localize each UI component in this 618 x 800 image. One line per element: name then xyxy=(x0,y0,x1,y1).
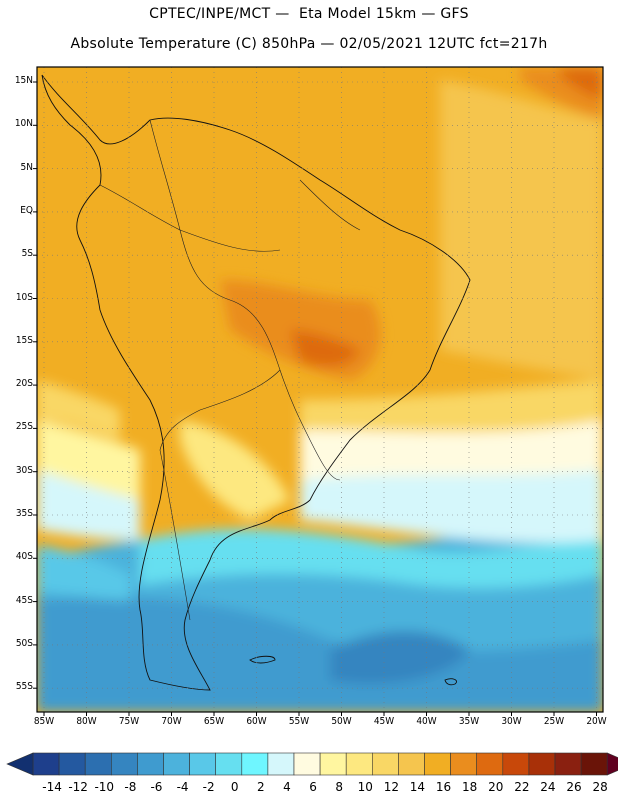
lat-label: 5N xyxy=(20,161,33,173)
colorbar-label: -6 xyxy=(150,780,163,794)
lat-label: 10S xyxy=(15,291,33,303)
colorbar-swatch xyxy=(580,752,608,776)
lon-label: 60W xyxy=(246,716,267,727)
colorbar-swatch xyxy=(189,752,217,776)
colorbar-label: 4 xyxy=(283,780,291,794)
colorbar-label: -14 xyxy=(42,780,62,794)
colorbar-label: -4 xyxy=(176,780,189,794)
colorbar-swatch xyxy=(502,752,530,776)
colorbar-swatch xyxy=(554,752,582,776)
map-frame xyxy=(36,66,604,713)
colorbar-label: 6 xyxy=(309,780,317,794)
lat-label: 40S xyxy=(15,551,33,563)
country-borders xyxy=(99,119,361,621)
colorbar-label: 2 xyxy=(257,780,265,794)
colorbar-swatch xyxy=(58,752,86,776)
colorbar-swatch xyxy=(111,752,138,776)
lat-label: 5S xyxy=(21,248,33,260)
colorbar-label: 8 xyxy=(335,780,343,794)
lat-label: 20S xyxy=(15,378,33,390)
lon-label: 20W xyxy=(586,716,607,727)
lon-label: 65W xyxy=(203,716,225,727)
colorbar-swatch xyxy=(137,752,164,776)
lat-label: 30S xyxy=(15,464,33,476)
lon-label: 55W xyxy=(288,716,310,727)
colorbar-swatch xyxy=(293,752,321,776)
colorbar-swatch xyxy=(450,752,478,776)
lon-label: 40W xyxy=(416,716,437,727)
colorbar-swatch xyxy=(345,752,373,776)
colorbar-swatch xyxy=(476,752,504,776)
temperature-field xyxy=(37,67,603,712)
colorbar xyxy=(6,752,618,776)
lon-label: 30W xyxy=(501,716,522,727)
lat-label: 55S xyxy=(15,681,33,693)
colorbar-label: -8 xyxy=(124,780,137,794)
lat-label: 45S xyxy=(15,594,33,606)
colorbar-label: 26 xyxy=(566,780,582,794)
colorbar-over-arrow xyxy=(606,752,618,776)
lon-label: 35W xyxy=(458,716,480,727)
colorbar-label: 20 xyxy=(488,780,504,794)
colorbar-swatch xyxy=(424,752,451,776)
colorbar-swatch xyxy=(528,752,556,776)
colorbar-label: -12 xyxy=(68,780,88,794)
lon-label: 80W xyxy=(76,716,97,727)
colorbar-label: 24 xyxy=(540,780,556,794)
lon-label: 70W xyxy=(161,716,182,727)
coastlines xyxy=(41,74,471,691)
lon-label: 85W xyxy=(33,716,55,727)
title-line-1: CPTEC/INPE/MCT — Eta Model 15km — GFS xyxy=(149,6,469,22)
colorbar-swatch xyxy=(32,752,60,776)
colorbar-swatch xyxy=(163,752,190,776)
lon-label: 75W xyxy=(118,716,140,727)
lat-label: 35S xyxy=(15,508,33,519)
lat-label: 15N xyxy=(14,75,33,86)
colorbar-label: -10 xyxy=(94,780,115,794)
colorbar-swatch xyxy=(241,752,269,776)
title-line-2: Absolute Temperature (C) 850hPa — 02/05/… xyxy=(70,36,548,52)
lat-label: 50S xyxy=(15,637,33,649)
lat-label: 25S xyxy=(15,421,33,433)
lon-label: 25W xyxy=(543,716,565,727)
lon-label: 50W xyxy=(331,716,352,727)
colorbar-label: 12 xyxy=(383,780,399,794)
lon-label: 45W xyxy=(373,716,395,727)
colorbar-label: 28 xyxy=(592,780,608,794)
colorbar-swatch xyxy=(215,752,243,776)
axis-ticks xyxy=(33,81,597,716)
colorbar-swatch xyxy=(398,752,425,776)
lat-label: EQ xyxy=(20,204,33,216)
colorbar-swatch xyxy=(84,752,112,776)
colorbar-swatch xyxy=(319,752,347,776)
colorbar-label: 22 xyxy=(514,780,530,794)
colorbar-under-arrow xyxy=(6,752,34,776)
lat-label: 10N xyxy=(14,118,33,130)
colorbar-label: 14 xyxy=(409,780,426,794)
colorbar-swatch xyxy=(267,752,295,776)
colorbar-label: 18 xyxy=(462,780,478,794)
colorbar-label: 0 xyxy=(230,780,239,794)
colorbar-label: -2 xyxy=(202,780,215,794)
colorbar-swatch xyxy=(371,752,399,776)
lat-label: 15S xyxy=(15,334,33,346)
colorbar-label: 10 xyxy=(357,780,373,794)
colorbar-label: 16 xyxy=(435,780,452,794)
